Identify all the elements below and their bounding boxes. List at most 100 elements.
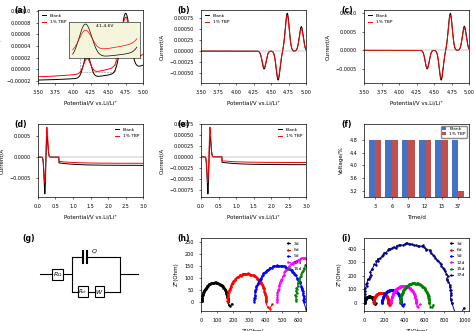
X-axis label: Potential/V vs.Li/Li⁺: Potential/V vs.Li/Li⁺ — [390, 101, 443, 106]
Bar — [425, 140, 431, 293]
Y-axis label: Voltage/%: Voltage/% — [339, 147, 344, 174]
Bar — [409, 140, 415, 293]
Blank — [198, 49, 204, 53]
12d — [300, 256, 306, 260]
Y-axis label: Current/A: Current/A — [325, 34, 330, 60]
X-axis label: Potential/V vs.Li/Li⁺: Potential/V vs.Li/Li⁺ — [64, 101, 117, 106]
Blank — [303, 163, 309, 167]
Line: Blank: Blank — [201, 136, 306, 194]
12d — [411, 292, 417, 296]
3d — [199, 296, 205, 300]
9d — [390, 288, 395, 292]
9d — [379, 301, 385, 305]
Blank — [466, 47, 472, 51]
Blank — [431, 48, 437, 52]
6d — [384, 296, 390, 300]
1% TBP — [205, 180, 210, 184]
15d — [293, 289, 299, 293]
Line: 9d: 9d — [382, 289, 404, 307]
9d — [397, 294, 402, 298]
9d — [274, 264, 280, 268]
9d — [388, 288, 393, 292]
Bar — [392, 140, 398, 293]
X-axis label: Potential/V vs.Li/Li⁺: Potential/V vs.Li/Li⁺ — [227, 215, 280, 220]
Blank — [284, 11, 290, 15]
1% TBP — [106, 161, 111, 165]
12d — [341, 310, 347, 314]
37d — [457, 314, 463, 318]
1% TBP — [123, 15, 128, 19]
Y-axis label: Current/A: Current/A — [0, 148, 4, 173]
6d — [260, 284, 266, 288]
Blank — [44, 134, 50, 138]
37d — [441, 267, 447, 271]
Blank — [380, 48, 385, 52]
15d — [397, 300, 403, 304]
9d — [251, 298, 257, 302]
6d — [267, 307, 273, 310]
Y-axis label: Z"(Ohm): Z"(Ohm) — [337, 262, 342, 286]
Legend: Blank, 1% TBP: Blank, 1% TBP — [276, 126, 304, 140]
37d — [363, 289, 368, 293]
9d — [380, 299, 385, 303]
Bar — [78, 286, 89, 297]
1% TBP — [268, 49, 274, 53]
9d — [297, 280, 302, 284]
9d — [309, 303, 315, 307]
37d — [362, 298, 367, 302]
Blank — [54, 155, 60, 159]
3d — [366, 294, 372, 298]
6d — [371, 301, 376, 305]
Line: 6d: 6d — [227, 273, 273, 309]
12d — [416, 305, 421, 309]
X-axis label: Potential/V vs.Li/Li⁺: Potential/V vs.Li/Li⁺ — [227, 101, 280, 106]
12d — [331, 281, 337, 285]
Blank — [42, 192, 47, 196]
3d — [223, 292, 229, 296]
1% TBP — [42, 180, 47, 184]
Blank — [246, 162, 252, 166]
Y-axis label: Z"(Ohm): Z"(Ohm) — [174, 262, 179, 286]
15d — [398, 297, 403, 301]
6d — [385, 297, 391, 301]
1% TBP — [54, 155, 60, 159]
Bar — [385, 140, 392, 293]
12d — [329, 275, 335, 279]
Text: $W$: $W$ — [95, 288, 104, 296]
Blank — [98, 163, 103, 167]
Legend: Blank, 1% TBP: Blank, 1% TBP — [441, 126, 467, 138]
6d — [377, 291, 383, 295]
Blank — [106, 163, 111, 167]
Blank — [35, 155, 41, 159]
Legend: Blank, 1% TBP: Blank, 1% TBP — [40, 12, 68, 26]
Bar — [458, 191, 465, 293]
Line: 1% TBP: 1% TBP — [201, 127, 306, 182]
1% TBP — [303, 161, 309, 165]
Text: (e): (e) — [178, 120, 190, 129]
Bar — [419, 140, 425, 293]
12d — [345, 304, 350, 308]
9d — [274, 263, 280, 267]
1% TBP — [140, 52, 146, 56]
Blank — [409, 48, 414, 52]
1% TBP — [63, 160, 68, 164]
Line: 9d: 9d — [254, 265, 312, 311]
Legend: Blank, 1% TBP: Blank, 1% TBP — [203, 12, 231, 26]
1% TBP — [447, 13, 453, 17]
Bar — [375, 140, 382, 293]
Line: 1% TBP: 1% TBP — [38, 17, 143, 77]
6d — [379, 291, 384, 295]
6d — [246, 272, 252, 276]
15d — [424, 290, 429, 294]
6d — [242, 272, 248, 276]
6d — [387, 303, 392, 307]
3d — [213, 281, 219, 285]
Blank — [268, 49, 274, 53]
Blank — [246, 49, 251, 53]
Text: (b): (b) — [178, 6, 191, 15]
Blank — [226, 161, 231, 165]
3d — [210, 281, 216, 285]
3d — [373, 302, 378, 306]
6d — [224, 299, 230, 303]
Blank — [114, 62, 120, 66]
